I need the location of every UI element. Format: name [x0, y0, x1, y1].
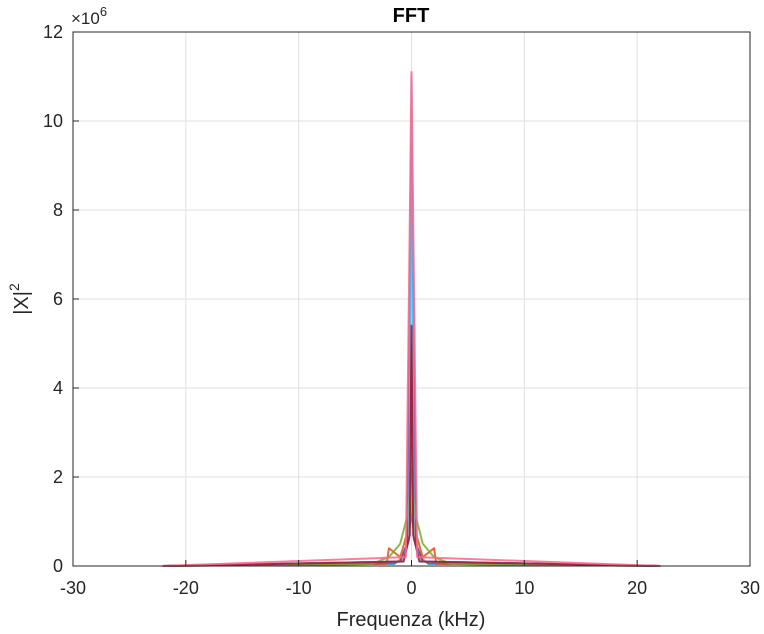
y-tick-label: 12	[43, 22, 63, 42]
series-layer	[162, 71, 661, 567]
x-tick-label: 10	[514, 578, 534, 598]
y-tick-label: 0	[53, 556, 63, 576]
y-tick-label: 6	[53, 289, 63, 309]
series-line-5	[162, 467, 661, 567]
y-tick-labels: 0 2 4 6 8 10 12	[43, 22, 79, 576]
x-tick-label: 0	[406, 578, 416, 598]
x-tick-label: -30	[60, 578, 86, 598]
y-axis-multiplier: ×106	[71, 4, 107, 28]
x-axis-label: Frequenza (kHz)	[337, 609, 486, 631]
svg-text:|X|2: |X|2	[6, 283, 33, 315]
x-tick-labels: -30 -20 -10 0 10 20 30	[60, 560, 760, 598]
series-line-7	[162, 324, 661, 567]
y-tick-label: 4	[53, 378, 63, 398]
y-tick-label: 8	[53, 200, 63, 220]
x-tick-label: 20	[627, 578, 647, 598]
y-tick-label: 2	[53, 467, 63, 487]
y-axis-label-exponent: 2	[6, 283, 22, 291]
y-axis-multiplier-exponent: 6	[100, 4, 107, 19]
x-tick-label: -20	[173, 578, 199, 598]
y-axis-label: |X|2	[6, 283, 33, 315]
y-axis-label-base: |X|	[11, 291, 33, 315]
series-line-8	[162, 71, 661, 567]
chart-title: FFT	[393, 5, 430, 27]
x-tick-label: 30	[740, 578, 760, 598]
x-tick-label: -10	[286, 578, 312, 598]
y-axis-multiplier-prefix: ×10	[71, 9, 100, 28]
y-tick-label: 10	[43, 111, 63, 131]
